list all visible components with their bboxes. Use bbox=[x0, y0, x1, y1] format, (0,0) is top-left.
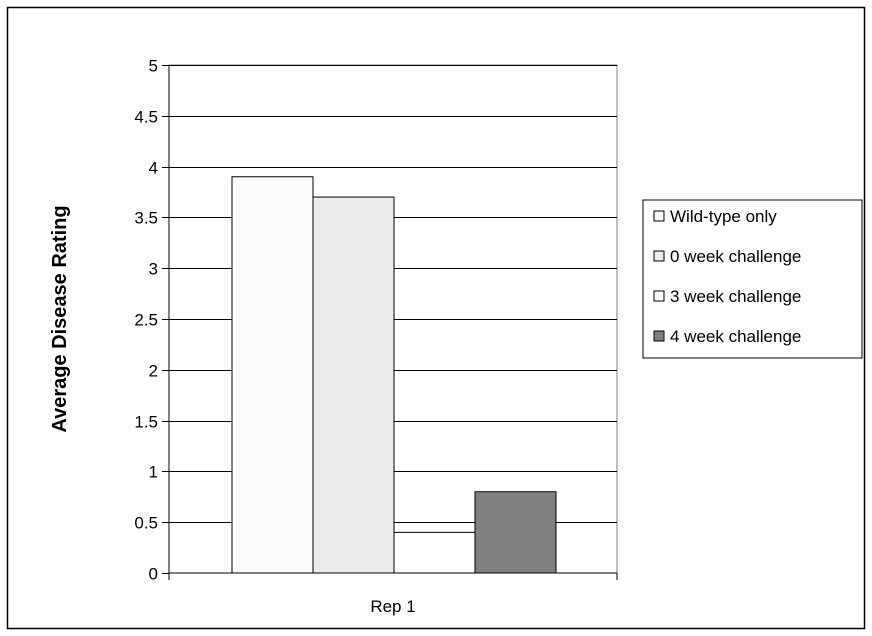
legend-label: 4 week challenge bbox=[670, 327, 801, 346]
legend-swatch bbox=[653, 330, 665, 342]
legend-swatch bbox=[653, 210, 665, 222]
axes bbox=[162, 65, 618, 580]
y-tick-label: 0 bbox=[149, 565, 158, 584]
legend-label: 3 week challenge bbox=[670, 287, 801, 306]
bar-wild-type-only bbox=[231, 176, 314, 574]
bar-0-week-challenge bbox=[312, 196, 395, 574]
legend-swatch bbox=[653, 290, 665, 302]
y-tick-label: 3 bbox=[149, 260, 158, 279]
legend-label: Wild-type only bbox=[670, 207, 777, 226]
legend: Wild-type only 0 week challenge 3 week cha… bbox=[642, 199, 863, 359]
y-tick-label: 1.5 bbox=[134, 413, 158, 432]
y-tick-label: 4.5 bbox=[134, 108, 158, 127]
y-tick-label: 2.5 bbox=[134, 311, 158, 330]
y-tick-label: 1 bbox=[149, 463, 158, 482]
legend-label: 0 week challenge bbox=[670, 247, 801, 266]
y-tick-label: 5 bbox=[149, 57, 158, 76]
legend-box bbox=[642, 199, 863, 359]
bar-3-week-challenge bbox=[393, 531, 476, 574]
bar-4-week-challenge bbox=[474, 491, 557, 574]
y-tick-label: 3.5 bbox=[134, 209, 158, 228]
y-axis-title: Average Disease Rating bbox=[49, 205, 71, 432]
y-tick-label: 0.5 bbox=[134, 514, 158, 533]
y-tick-labels: 0 0.5 1 1.5 2 2.5 3 3.5 4 4.5 5 bbox=[134, 57, 158, 584]
legend-swatch bbox=[653, 250, 665, 262]
y-tick-label: 4 bbox=[149, 159, 158, 178]
y-tick-label: 2 bbox=[149, 362, 158, 381]
x-category-label: Rep 1 bbox=[370, 597, 415, 616]
